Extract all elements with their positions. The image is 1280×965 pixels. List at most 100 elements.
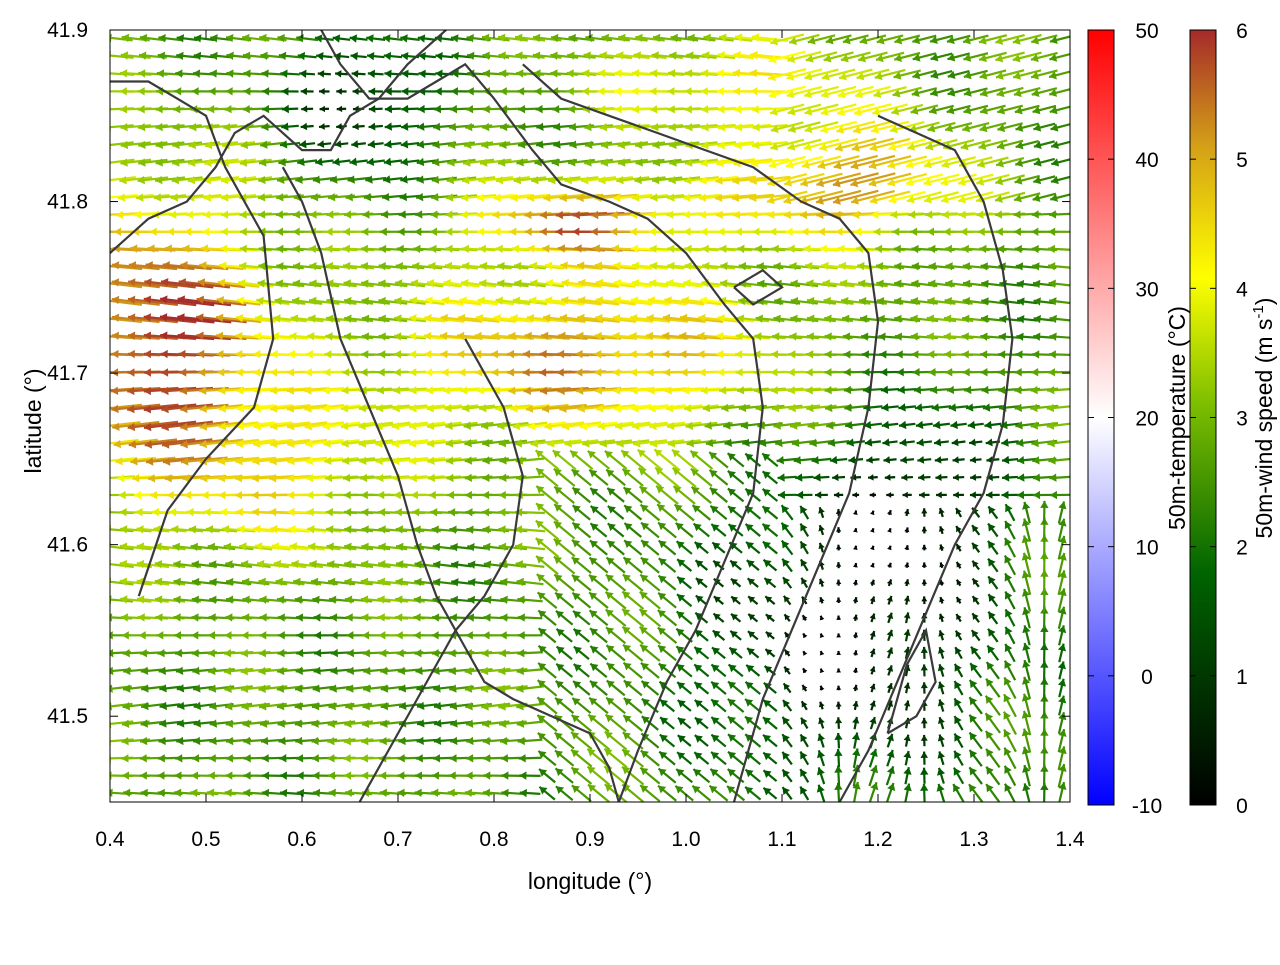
wind-vector-head xyxy=(449,649,456,657)
wind-vector-head xyxy=(293,210,300,218)
wind-vector-head xyxy=(614,87,621,95)
wind-vector-head xyxy=(192,667,199,675)
wind-vector-head xyxy=(278,613,285,621)
wind-vector-head xyxy=(498,51,505,59)
wind-vector-head xyxy=(1002,473,1009,481)
wind-vector-head xyxy=(429,245,436,253)
wind-vector-head xyxy=(222,525,229,533)
wind-vector-head xyxy=(894,262,901,270)
wind-vector-head xyxy=(380,789,387,797)
wind-vector-head xyxy=(141,702,148,710)
wind-vector-head xyxy=(312,771,319,779)
wind-vector-head xyxy=(275,297,282,305)
wind-vector-head xyxy=(194,719,201,727)
wind-vector-head xyxy=(806,404,813,412)
wind-vector-head xyxy=(789,262,796,270)
wind-vector-head xyxy=(417,702,424,710)
wind-vector-head xyxy=(550,51,557,59)
wind-vector-head xyxy=(546,279,553,287)
wind-vector-head xyxy=(224,543,231,551)
wind-vector-head xyxy=(343,262,350,270)
x-tick-label: 0.9 xyxy=(575,828,604,851)
wind-vector-head xyxy=(863,368,870,376)
wind-vector-head xyxy=(662,350,669,358)
wind-vector-head xyxy=(221,176,228,184)
wind-vector-head xyxy=(397,245,404,253)
wind-vector-head xyxy=(395,613,402,621)
wind-vector-head xyxy=(550,69,557,77)
wind-vector-head xyxy=(396,578,403,586)
wind-vector-head xyxy=(465,456,472,464)
wind-vector-head xyxy=(896,350,903,358)
wind-vector-head xyxy=(432,140,439,148)
wind-vector-head xyxy=(584,123,591,131)
wind-vector-head xyxy=(367,158,374,166)
wind-vector-head xyxy=(192,578,199,586)
wind-vector-head xyxy=(668,439,675,447)
wind-vector-head xyxy=(1058,502,1066,510)
wind-vector-head xyxy=(134,491,141,499)
wind-vector-head xyxy=(210,69,217,77)
wind-vector-head xyxy=(122,631,129,639)
wind-vector-head xyxy=(98,211,105,219)
wind-vector-head xyxy=(478,176,485,184)
wind-vector-head xyxy=(345,702,352,710)
wind-vector-head xyxy=(1033,280,1040,288)
wind-vector-head xyxy=(514,262,521,270)
wind-vector-head xyxy=(981,386,988,394)
wind-vector-head xyxy=(309,210,316,218)
wind-vector-head xyxy=(429,491,436,499)
wind-vector-head xyxy=(243,69,250,77)
wind-vector-head xyxy=(652,176,659,184)
wind-vector-head xyxy=(409,332,416,340)
wind-vector-head xyxy=(1048,262,1055,270)
wind-vector-head xyxy=(243,789,250,797)
wind-vector-head xyxy=(1047,386,1054,394)
wind-vector-head xyxy=(575,244,582,252)
wind-vector-head xyxy=(182,244,189,252)
wind-vector-head xyxy=(953,474,959,481)
wind-vector-head xyxy=(483,613,490,621)
wind-vector-head xyxy=(683,193,690,201)
wind-vector-head xyxy=(378,368,385,376)
wind-vector-head xyxy=(482,491,489,499)
wind-vector-head xyxy=(258,210,265,218)
wind-vector-head xyxy=(384,158,391,166)
wind-vector-head xyxy=(259,649,266,657)
wind-vector-head xyxy=(446,439,453,447)
wind-vector-head xyxy=(401,87,408,95)
wind-vector-head xyxy=(935,456,942,464)
wind-vector-head xyxy=(427,457,434,465)
wind-vector-head xyxy=(158,789,165,797)
wind-vector-head xyxy=(186,211,193,219)
wind-vector-head xyxy=(684,228,691,236)
wind-vector-head xyxy=(258,176,265,184)
wind-vector-head xyxy=(1016,262,1023,270)
wind-vector-head xyxy=(313,667,320,675)
wind-vector-head xyxy=(287,368,294,376)
wind-vector-head xyxy=(754,332,761,340)
coastline-contour xyxy=(110,30,446,253)
wind-vector-head xyxy=(430,508,437,516)
wind-vector-head xyxy=(120,69,127,77)
y-tick-label: 41.9 xyxy=(47,19,88,42)
wind-vector-head xyxy=(820,245,827,253)
wind-vector-head xyxy=(1033,333,1040,341)
wind-vector-head xyxy=(432,771,439,779)
wind-vector-head xyxy=(942,210,949,218)
wind-vector-head xyxy=(311,720,318,728)
wind-vector-head xyxy=(409,457,416,465)
wind-vector-head xyxy=(669,141,676,149)
wind-vector-head xyxy=(834,733,842,740)
wind-vector-head xyxy=(895,332,902,340)
wind-vector-head xyxy=(361,737,368,745)
wind-vector-head xyxy=(836,580,841,585)
wind-vector-head xyxy=(398,667,405,675)
wind-vector-head xyxy=(203,211,210,219)
wind-vector-head xyxy=(875,245,882,253)
wind-vector-head xyxy=(462,176,469,184)
wind-vector-head xyxy=(944,315,951,323)
wind-vector-head xyxy=(435,87,442,95)
wind-vector-head xyxy=(401,122,408,130)
wind-vector-head xyxy=(175,649,182,657)
